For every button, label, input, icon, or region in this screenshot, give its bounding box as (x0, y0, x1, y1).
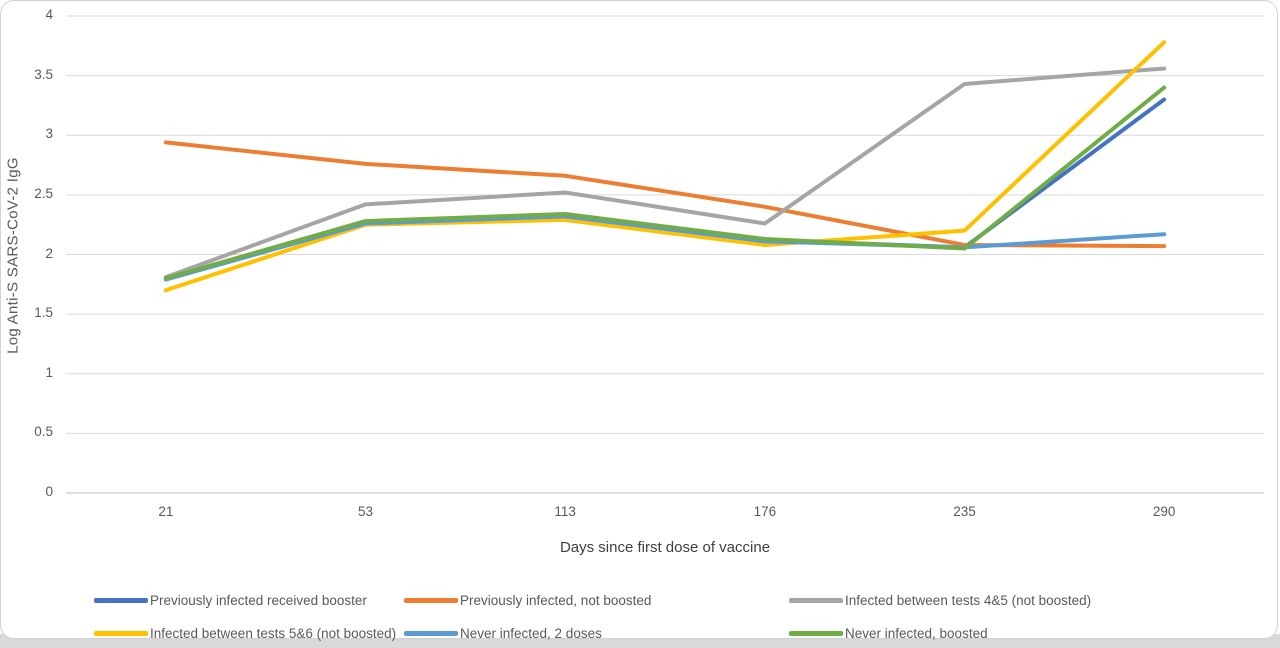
x-tick-label: 235 (953, 504, 976, 519)
series-line-5 (163, 85, 1167, 281)
legend-label: Infected between tests 5&6 (not boosted) (150, 625, 397, 641)
line-chart-plot-area (66, 15, 1264, 494)
series-line-4 (163, 214, 1167, 282)
y-tick-label: 1.5 (34, 305, 53, 321)
series-line-3 (163, 40, 1167, 293)
legend-label: Infected between tests 4&5 (not boosted) (845, 592, 1092, 608)
x-tick-label: 113 (554, 504, 576, 519)
legend-label: Never infected, boosted (845, 625, 988, 641)
x-tick-label: 53 (357, 504, 374, 519)
y-tick-label: 2.5 (34, 185, 53, 201)
series-line-0 (163, 97, 1167, 281)
y-tick-label: 0.5 (34, 424, 53, 440)
y-tick-label: 1 (45, 364, 53, 380)
legend-line-marker (94, 597, 148, 603)
y-tick-label: 0 (45, 484, 53, 499)
legend-line-marker (94, 630, 148, 636)
legend-item: Never infected, 2 doses (404, 624, 602, 642)
legend-item: Previously infected, not boosted (404, 591, 651, 609)
x-tick-label: 290 (1152, 504, 1176, 519)
legend-item: Infected between tests 4&5 (not boosted) (789, 591, 1091, 609)
legend-label: Never infected, 2 doses (460, 625, 602, 641)
legend-item: Previously infected received booster (94, 591, 367, 609)
legend-item: Never infected, boosted (789, 624, 988, 642)
legend-line-marker (404, 630, 458, 636)
legend-line-marker (789, 630, 843, 636)
y-tick-label: 2 (45, 245, 53, 261)
legend-line-marker (404, 597, 458, 603)
x-tick-label: 21 (158, 504, 174, 519)
y-tick-label: 4 (45, 7, 53, 22)
x-axis-title: Days since first dose of vaccine (559, 539, 771, 556)
y-tick-label: 3 (45, 126, 53, 142)
x-tick-label: 176 (753, 504, 777, 519)
legend-label: Previously infected received booster (150, 592, 367, 608)
legend-item: Infected between tests 5&6 (not boosted) (94, 624, 396, 642)
series-line-2 (163, 66, 1167, 280)
y-tick-label: 3.5 (34, 66, 53, 82)
legend-line-marker (789, 597, 843, 603)
legend-label: Previously infected, not boosted (460, 592, 652, 608)
